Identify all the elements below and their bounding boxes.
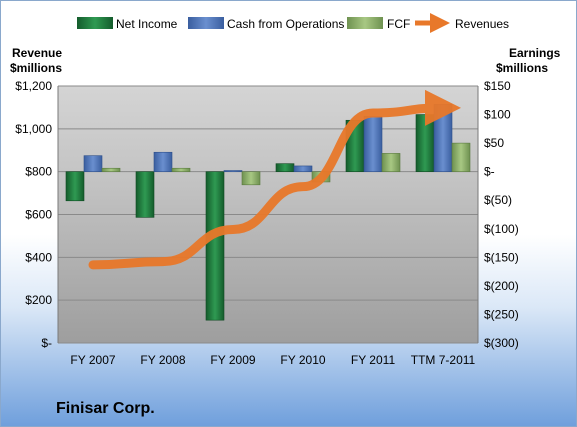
legend-swatch-cash-from-operations [188, 17, 224, 29]
legend-label-net-income: Net Income [116, 17, 178, 31]
left-tick-label: $800 [25, 165, 52, 179]
right-axis-ticks: $(300) $(250) $(200) $(150) $(100) $(50) $- $50… [484, 79, 519, 350]
left-tick-label: $- [41, 336, 52, 350]
right-tick-label: $- [484, 165, 495, 179]
fcf-bar [101, 167, 121, 172]
legend-label-revenues: Revenues [455, 17, 509, 31]
category-label: FY 2009 [210, 353, 255, 367]
cash-from-operations-bar [153, 151, 173, 172]
right-tick-label: $(200) [484, 279, 519, 293]
category-label: FY 2011 [351, 353, 396, 367]
net-income-bar [135, 171, 155, 218]
right-tick-label: $150 [484, 79, 511, 93]
cash-from-operations-bar [83, 155, 103, 172]
fcf-bar [381, 153, 401, 172]
left-axis-title-line2: $millions [10, 61, 62, 75]
cash-from-operations-bar [433, 103, 453, 172]
category-label: FY 2008 [140, 353, 185, 367]
fcf-bar [241, 171, 261, 186]
net-income-bar [415, 114, 435, 172]
right-tick-label: $(300) [484, 336, 519, 350]
right-tick-label: $(100) [484, 222, 519, 236]
left-tick-label: $400 [25, 250, 52, 264]
left-tick-label: $600 [25, 208, 52, 222]
left-tick-label: $200 [25, 293, 52, 307]
legend: Net Income Cash from Operations FCF Reve… [77, 13, 509, 33]
legend-swatch-net-income [77, 17, 113, 29]
cash-from-operations-bar [293, 165, 313, 172]
cash-from-operations-bar [363, 115, 383, 172]
category-label: FY 2007 [70, 353, 115, 367]
gridlines [57, 85, 479, 344]
net-income-bar [65, 171, 85, 202]
right-axis-title-line2: $millions [496, 61, 548, 75]
category-labels: FY 2007 FY 2008 FY 2009 FY 2010 FY 2011 TTM 7… [70, 353, 475, 367]
left-tick-label: $1,200 [15, 79, 52, 93]
cash-from-operations-bar [223, 170, 243, 172]
net-income-bar [205, 171, 225, 321]
net-income-bar [275, 163, 295, 172]
right-tick-label: $(250) [484, 307, 519, 321]
left-axis-title-line1: Revenue [12, 46, 62, 60]
category-label: TTM 7-2011 [411, 353, 476, 367]
left-axis-ticks: $- $200 $400 $600 $800 $1,000 $1,200 [15, 79, 52, 350]
revenue-line [88, 89, 461, 270]
fcf-bar [451, 142, 471, 172]
fcf-bar [171, 167, 191, 172]
right-tick-label: $50 [484, 136, 504, 150]
category-label: FY 2010 [280, 353, 325, 367]
revenue-line-path [88, 89, 461, 270]
legend-label-fcf: FCF [387, 17, 410, 31]
company-name: Finisar Corp. [56, 400, 155, 417]
right-tick-label: $(50) [484, 193, 512, 207]
left-tick-label: $1,000 [15, 122, 52, 136]
right-axis-title-line1: Earnings [509, 46, 561, 60]
bar-series [65, 103, 471, 321]
right-tick-label: $(150) [484, 250, 519, 264]
legend-swatch-fcf [347, 17, 383, 29]
legend-label-cash-from-operations: Cash from Operations [227, 17, 344, 31]
right-tick-label: $100 [484, 108, 511, 122]
